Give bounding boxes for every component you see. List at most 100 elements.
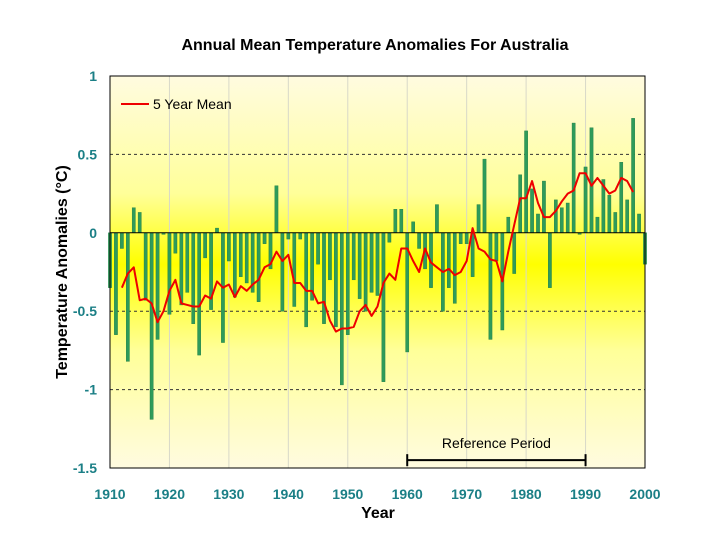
bar-1999 xyxy=(637,213,641,233)
x-tick-label: 1910 xyxy=(94,486,125,502)
y-tick-label: 1 xyxy=(89,68,97,84)
bar-1916 xyxy=(143,232,148,301)
bar-1981 xyxy=(530,188,534,233)
bar-1970 xyxy=(464,232,469,244)
bar-1983 xyxy=(542,180,546,233)
x-tick-label: 2000 xyxy=(629,486,660,502)
bar-1935 xyxy=(256,232,261,302)
y-tick-label: 0.5 xyxy=(78,146,98,162)
chart-title: Annual Mean Temperature Anomalies For Au… xyxy=(181,37,568,54)
plot-frame xyxy=(109,75,646,469)
y-tick-label: -0.5 xyxy=(73,303,97,319)
bar-1928 xyxy=(215,227,219,233)
y-tick-label: 0 xyxy=(89,225,97,241)
bar-1924 xyxy=(191,232,196,324)
bar-1930 xyxy=(227,232,231,262)
bar-1959 xyxy=(399,209,404,233)
bar-1968 xyxy=(452,232,457,304)
bar-1986 xyxy=(559,207,564,234)
bar-1974 xyxy=(488,232,493,340)
bar-1955 xyxy=(375,232,380,296)
y-axis-label: Temperature Anomalies (°C) xyxy=(54,165,71,379)
bar-1946 xyxy=(322,232,326,324)
bar-1923 xyxy=(185,232,190,293)
bar-1917 xyxy=(149,232,154,420)
legend-label-five-year-mean: 5 Year Mean xyxy=(153,96,232,112)
bar-1967 xyxy=(447,232,451,288)
x-tick-label: 1970 xyxy=(451,486,482,502)
x-axis-label: Year xyxy=(361,505,395,522)
bar-1926 xyxy=(203,232,207,259)
bar-1994 xyxy=(607,194,612,233)
bar-1984 xyxy=(548,232,552,288)
bar-1921 xyxy=(173,232,178,254)
bar-1992 xyxy=(595,216,600,233)
y-tick-labels: 1 0.5 0 -0.5 -1 -1.5 xyxy=(73,68,97,476)
bar-1991 xyxy=(589,127,594,234)
bar-1985 xyxy=(554,199,558,233)
x-tick-label: 1940 xyxy=(273,486,304,502)
bar-1987 xyxy=(565,202,570,233)
bar-1911 xyxy=(114,232,118,335)
x-tick-label: 1960 xyxy=(392,486,423,502)
five-year-mean-line xyxy=(120,172,634,333)
bar-1995 xyxy=(613,212,618,234)
bar-1938 xyxy=(274,185,279,233)
bar-1977 xyxy=(506,216,511,233)
bar-1996 xyxy=(619,162,624,234)
bar-1962 xyxy=(417,232,421,249)
bar-1978 xyxy=(512,232,517,274)
y-tick-label: -1 xyxy=(85,382,98,398)
bar-1945 xyxy=(316,232,320,265)
bar-1915 xyxy=(137,212,142,234)
bar-1918 xyxy=(155,232,160,340)
bar-1932 xyxy=(238,232,243,277)
bar-1980 xyxy=(524,130,528,234)
bar-1949 xyxy=(340,232,344,386)
bar-1954 xyxy=(369,232,374,293)
bar-1956 xyxy=(381,232,386,382)
bar-1973 xyxy=(482,158,487,234)
bar-1998 xyxy=(631,118,635,233)
y-tick-label: -1.5 xyxy=(73,460,97,476)
x-tick-label: 1980 xyxy=(511,486,542,502)
bar-1947 xyxy=(328,232,332,281)
bar-1940 xyxy=(286,232,291,240)
bar-1988 xyxy=(571,122,576,234)
bar-1972 xyxy=(476,204,481,234)
reference-period-annotation: Reference Period xyxy=(406,435,587,467)
bar-1975 xyxy=(494,232,499,262)
bar-1943 xyxy=(304,232,308,328)
bar-1914 xyxy=(131,207,136,234)
bar-1969 xyxy=(458,232,463,244)
bar-1933 xyxy=(244,232,249,284)
bar-1957 xyxy=(387,232,392,243)
bar-1948 xyxy=(334,232,338,328)
bar-1931 xyxy=(233,232,237,298)
bar-1982 xyxy=(536,213,540,233)
bar-1920 xyxy=(167,232,172,315)
bar-1997 xyxy=(625,199,629,233)
bar-1965 xyxy=(435,204,439,234)
bar-1951 xyxy=(351,232,356,281)
bar-1942 xyxy=(298,232,303,240)
bar-1950 xyxy=(345,232,350,335)
bar-1939 xyxy=(280,232,285,312)
x-tick-label: 1950 xyxy=(332,486,363,502)
bar-1912 xyxy=(120,232,124,249)
gridlines xyxy=(110,76,645,468)
bar-1953 xyxy=(363,232,368,312)
x-tick-label: 1930 xyxy=(213,486,244,502)
bar-1941 xyxy=(292,232,297,307)
reference-period-label: Reference Period xyxy=(442,435,551,451)
bar-1922 xyxy=(179,232,184,306)
x-tick-label: 1920 xyxy=(154,486,185,502)
bar-1952 xyxy=(357,232,362,299)
bar-1958 xyxy=(393,209,398,233)
bar-1925 xyxy=(197,232,201,356)
bar-1936 xyxy=(262,232,267,244)
bar-1913 xyxy=(126,232,130,362)
bar-1961 xyxy=(411,221,415,234)
x-tick-label: 1990 xyxy=(570,486,601,502)
